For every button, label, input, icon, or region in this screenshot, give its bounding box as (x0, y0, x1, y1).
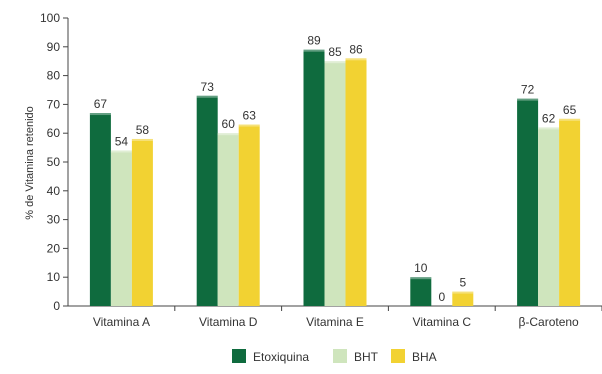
legend-swatch-bht (333, 349, 347, 363)
y-tick-label: 90 (47, 40, 61, 54)
y-tick-label: 40 (47, 184, 61, 198)
bar-highlight (238, 124, 260, 127)
bar-bht (324, 61, 346, 307)
bar-highlight (410, 277, 432, 280)
bar-highlight (538, 127, 560, 130)
data-label: 63 (243, 109, 257, 123)
bar-bht (538, 127, 560, 306)
data-label: 86 (349, 42, 363, 56)
y-tick-label: 70 (47, 97, 61, 111)
data-label: 60 (222, 117, 236, 131)
x-tick-label: Vitamina E (306, 315, 364, 329)
bar-etoxiquina (303, 49, 325, 307)
x-tick-label: Vitamina D (199, 315, 258, 329)
bar-highlight (324, 61, 346, 64)
data-label: 5 (459, 276, 466, 290)
bar-highlight (345, 58, 367, 61)
bar-bha (345, 58, 367, 306)
data-label: 54 (115, 134, 129, 148)
bar-etoxiquina (89, 113, 111, 306)
legend: Etoxiquina BHT BHA (232, 349, 437, 364)
y-tick-label: 60 (47, 126, 61, 140)
bar-highlight (89, 113, 111, 116)
legend-label: BHA (412, 350, 437, 364)
bar-highlight (559, 118, 581, 121)
bar-highlight (217, 133, 239, 136)
bar-bht (110, 150, 132, 306)
y-tick-label: 20 (47, 241, 61, 255)
y-tick-label: 100 (40, 11, 60, 25)
data-label: 89 (307, 34, 321, 48)
bar-highlight (131, 138, 153, 141)
bar-highlight (303, 49, 325, 52)
data-label: 67 (94, 97, 108, 111)
data-label: 85 (328, 45, 342, 59)
bar-etoxiquina (410, 277, 432, 306)
bar-bha (452, 291, 474, 306)
bars: 67 54 58 73 60 63 89 85 86 10 05 72 62 65 (89, 34, 581, 307)
bar-etoxiquina (196, 95, 218, 306)
bar-etoxiquina (517, 98, 539, 306)
bar-bha (238, 124, 260, 306)
x-tick-label: Vitamina A (93, 315, 150, 329)
bar-bht (217, 133, 239, 306)
x-tick-label: Vitamina C (413, 315, 472, 329)
data-label: 62 (542, 111, 556, 125)
bar-highlight (452, 291, 474, 294)
data-label: 72 (521, 83, 535, 97)
y-tick-label: 50 (47, 155, 61, 169)
bar-bha (559, 118, 581, 306)
legend-label: Etoxiquina (253, 350, 309, 364)
bar-highlight (517, 98, 539, 101)
data-label: 58 (136, 123, 150, 137)
legend-label: BHT (354, 350, 379, 364)
y-tick-label: 80 (47, 69, 61, 83)
data-label: 0 (438, 290, 445, 304)
data-label: 65 (563, 103, 577, 117)
bar-highlight (110, 150, 132, 153)
data-label: 10 (414, 261, 428, 275)
legend-swatch-etoxiquina (232, 349, 246, 363)
bar-bha (131, 138, 153, 306)
y-axis-label: % de Vitamina retenido (24, 106, 36, 220)
x-tick-label: β-Caroteno (518, 315, 579, 329)
legend-swatch-bha (391, 349, 405, 363)
y-tick-label: 30 (47, 213, 61, 227)
bar-highlight (196, 95, 218, 98)
data-label: 73 (201, 80, 215, 94)
y-tick-label: 10 (47, 270, 61, 284)
y-tick-label: 0 (53, 299, 60, 313)
